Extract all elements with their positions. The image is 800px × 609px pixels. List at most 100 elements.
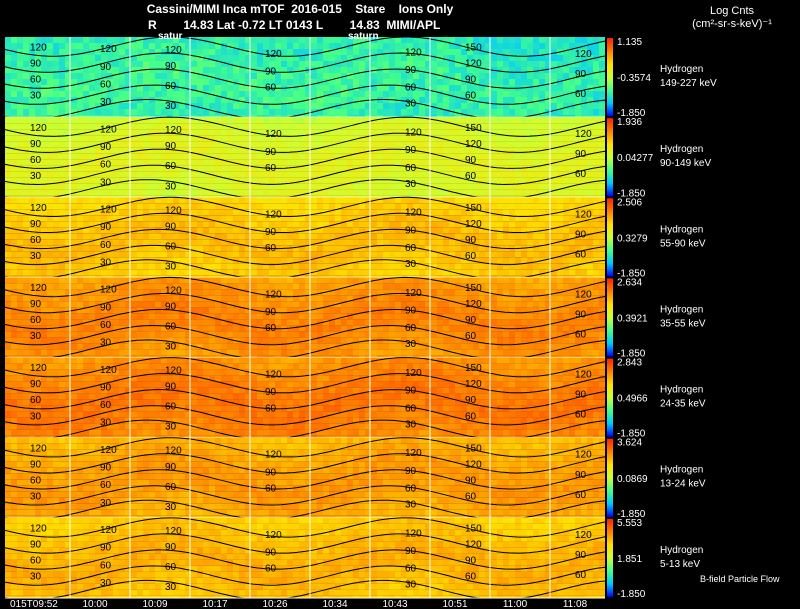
heatmap-cell [275, 227, 281, 234]
heatmap-cell [593, 209, 599, 216]
heatmap-cell [47, 117, 53, 124]
heatmap-cell [77, 67, 83, 73]
heatmap-cell [551, 115, 557, 118]
heatmap-cell [335, 233, 341, 240]
heatmap-cell [95, 49, 101, 55]
heatmap-cell [533, 37, 539, 43]
heatmap-cell [29, 115, 35, 118]
heatmap-cell [5, 197, 11, 204]
heatmap-cell [23, 115, 29, 118]
heatmap-cell [515, 123, 521, 130]
heatmap-cell [533, 195, 539, 198]
heatmap-cell [491, 153, 497, 160]
heatmap-cell [281, 97, 287, 103]
heatmap-cell [149, 141, 155, 148]
heatmap-cell [317, 153, 323, 160]
heatmap-cell [113, 307, 119, 314]
heatmap-cell [209, 159, 215, 166]
heatmap-cell [293, 171, 299, 178]
heatmap-cell [149, 159, 155, 166]
heatmap-cell [101, 129, 107, 136]
heatmap-cell [599, 251, 605, 258]
heatmap-cell [287, 257, 293, 264]
heatmap-cell [143, 289, 149, 296]
heatmap-cell [305, 79, 311, 85]
heatmap-cell [245, 91, 251, 97]
heatmap-cell [473, 195, 479, 198]
heatmap-cell [185, 257, 191, 264]
heatmap-cell [263, 49, 269, 55]
heatmap-cell [401, 49, 407, 55]
heatmap-cell [521, 159, 527, 166]
heatmap-cell [47, 239, 53, 246]
heatmap-cell [71, 301, 77, 308]
heatmap-cell [419, 79, 425, 85]
contour-label: 60 [465, 91, 477, 102]
heatmap-cell [179, 195, 185, 198]
heatmap-cell [467, 295, 473, 302]
heatmap-cell [503, 215, 509, 222]
heatmap-cell [47, 215, 53, 222]
heatmap-cell [353, 269, 359, 276]
heatmap-cell [275, 257, 281, 264]
heatmap-cell [89, 197, 95, 204]
heatmap-cell [509, 49, 515, 55]
heatmap-cell [335, 135, 341, 142]
heatmap-cell [527, 251, 533, 258]
heatmap-cell [161, 245, 167, 252]
heatmap-cell [467, 141, 473, 148]
heatmap-cell [209, 289, 215, 296]
heatmap-cell [23, 263, 29, 270]
heatmap-cell [425, 257, 431, 264]
heatmap-cell [317, 263, 323, 270]
heatmap-cell [455, 49, 461, 55]
heatmap-cell [479, 67, 485, 73]
contour-label: 60 [165, 161, 177, 172]
heatmap-cell [101, 195, 107, 198]
heatmap-cell [449, 251, 455, 258]
heatmap-cell [23, 203, 29, 210]
heatmap-cell [275, 251, 281, 258]
heatmap-cell [575, 117, 581, 124]
heatmap-cell [215, 117, 221, 124]
heatmap-cell [419, 307, 425, 314]
heatmap-cell [59, 221, 65, 228]
heatmap-cell [41, 73, 47, 79]
heatmap-cell [569, 159, 575, 166]
heatmap-cell [47, 283, 53, 290]
heatmap-cell [191, 153, 197, 160]
heatmap-cell [299, 275, 305, 278]
heatmap-cell [293, 37, 299, 43]
heatmap-cell [173, 115, 179, 118]
heatmap-cell [131, 43, 137, 49]
heatmap-cell [227, 55, 233, 61]
heatmap-cell [461, 117, 467, 124]
heatmap-cell [197, 85, 203, 91]
heatmap-cell [149, 277, 155, 284]
heatmap-cell [311, 183, 317, 190]
heatmap-cell [125, 245, 131, 252]
heatmap-cell [251, 189, 257, 196]
heatmap-cell [59, 43, 65, 49]
heatmap-cell [587, 49, 593, 55]
heatmap-cell [599, 85, 605, 91]
heatmap-cell [539, 159, 545, 166]
heatmap-cell [317, 73, 323, 79]
heatmap-cell [317, 37, 323, 43]
heatmap-cell [425, 251, 431, 258]
heatmap-cell [155, 103, 161, 109]
heatmap-cell [563, 141, 569, 148]
heatmap-cell [203, 165, 209, 172]
heatmap-cell [89, 295, 95, 302]
contour-label: 120 [265, 129, 282, 140]
heatmap-cell [413, 135, 419, 142]
heatmap-cell [41, 257, 47, 264]
heatmap-cell [287, 183, 293, 190]
heatmap-cell [191, 97, 197, 103]
heatmap-cell [143, 85, 149, 91]
heatmap-cell [569, 117, 575, 124]
heatmap-cell [149, 215, 155, 222]
heatmap-cell [593, 195, 599, 198]
heatmap-cell [473, 115, 479, 118]
heatmap-cell [5, 215, 11, 222]
